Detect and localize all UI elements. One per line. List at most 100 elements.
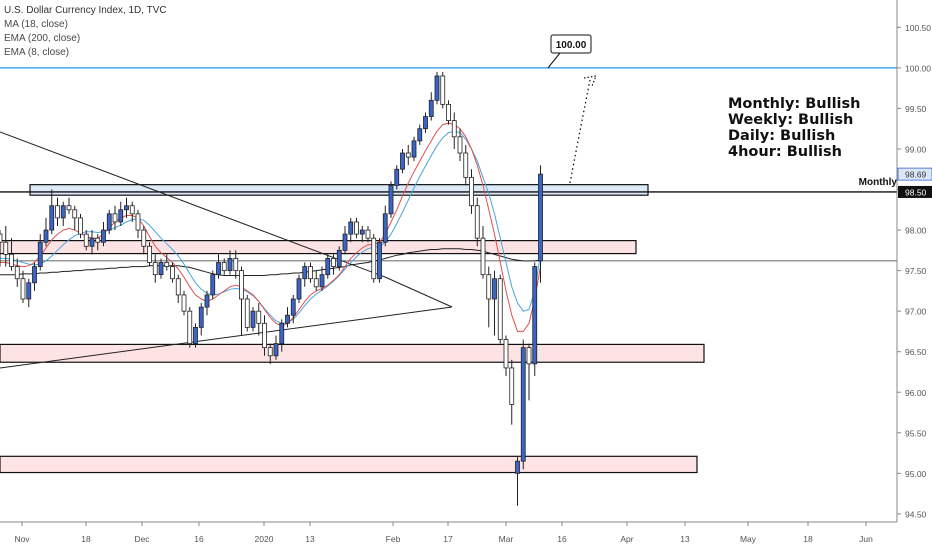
- candle-body[interactable]: [405, 152, 411, 158]
- candle-body[interactable]: [147, 245, 152, 263]
- candle-body[interactable]: [124, 205, 129, 211]
- time-axis[interactable]: [0, 522, 897, 550]
- candle-body[interactable]: [515, 460, 520, 474]
- candle-body[interactable]: [244, 298, 250, 328]
- symbol-title[interactable]: U.S. Dollar Currency Index, 1D, TVC: [4, 5, 167, 16]
- candle-body[interactable]: [520, 347, 526, 462]
- candle-body[interactable]: [118, 209, 124, 223]
- candle-body[interactable]: [336, 249, 342, 267]
- candle-body[interactable]: [187, 310, 193, 344]
- candle-body[interactable]: [95, 237, 101, 243]
- candle-body[interactable]: [37, 241, 43, 267]
- candle-body[interactable]: [3, 241, 9, 255]
- candle-body[interactable]: [0, 233, 3, 243]
- candle-body[interactable]: [440, 75, 446, 105]
- candle-body[interactable]: [331, 258, 336, 267]
- candle-body[interactable]: [457, 136, 463, 154]
- candle-body[interactable]: [66, 205, 72, 211]
- candle-body[interactable]: [267, 347, 273, 357]
- monthly-zone[interactable]: [29, 184, 649, 196]
- candle-body[interactable]: [474, 205, 480, 239]
- candle-body[interactable]: [250, 310, 256, 328]
- target-callout[interactable]: 100.00: [547, 34, 592, 69]
- candle-body[interactable]: [526, 347, 532, 365]
- candle-body[interactable]: [227, 258, 233, 272]
- candle-body[interactable]: [14, 266, 20, 280]
- ema200-line[interactable]: [0, 248, 541, 276]
- indicator-ma18[interactable]: MA (18, close): [4, 19, 68, 30]
- candle-body[interactable]: [319, 274, 325, 288]
- ema8-line[interactable]: [0, 130, 541, 324]
- candle-body[interactable]: [538, 173, 543, 262]
- candle-body[interactable]: [43, 229, 49, 243]
- candle-body[interactable]: [308, 266, 313, 280]
- candle-body[interactable]: [417, 128, 423, 142]
- price-axis[interactable]: [897, 0, 932, 550]
- candle-body[interactable]: [55, 205, 60, 219]
- candle-body[interactable]: [388, 185, 394, 215]
- candle-body[interactable]: [509, 367, 515, 405]
- candle-body[interactable]: [296, 278, 302, 300]
- candle-body[interactable]: [302, 266, 308, 280]
- candle-body[interactable]: [382, 213, 388, 243]
- candle-body[interactable]: [503, 339, 509, 369]
- candle-body[interactable]: [89, 237, 95, 247]
- ma18-line[interactable]: [0, 122, 541, 332]
- monthly-price-badge[interactable]: [898, 185, 932, 198]
- candle-body[interactable]: [285, 314, 290, 324]
- candle-body[interactable]: [164, 262, 170, 267]
- candle-body[interactable]: [32, 266, 37, 284]
- candle-body[interactable]: [216, 262, 221, 276]
- candle-body[interactable]: [400, 152, 405, 170]
- candle-body[interactable]: [497, 278, 503, 340]
- candle-body[interactable]: [532, 266, 538, 365]
- candle-body[interactable]: [20, 278, 26, 300]
- candle-body[interactable]: [210, 274, 216, 296]
- candle-body[interactable]: [101, 229, 106, 243]
- candle-body[interactable]: [170, 266, 175, 280]
- candle-body[interactable]: [256, 310, 262, 324]
- candle-body[interactable]: [434, 75, 440, 101]
- candle-body[interactable]: [60, 205, 66, 219]
- candle-body[interactable]: [9, 253, 14, 267]
- candle-body[interactable]: [486, 274, 492, 300]
- candle-body[interactable]: [279, 322, 285, 344]
- candle-body[interactable]: [152, 262, 158, 276]
- indicator-ema200[interactable]: EMA (200, close): [4, 33, 81, 44]
- ascending-trendline[interactable]: [0, 306, 453, 369]
- candle-body[interactable]: [198, 306, 204, 328]
- candle-body[interactable]: [365, 229, 371, 239]
- candle-body[interactable]: [394, 168, 400, 186]
- candle-body[interactable]: [469, 176, 474, 207]
- candle-body[interactable]: [175, 278, 181, 296]
- candle-body[interactable]: [423, 116, 428, 130]
- candle-body[interactable]: [49, 205, 55, 231]
- projection-arrow[interactable]: [569, 79, 591, 184]
- candle-body[interactable]: [492, 278, 497, 300]
- candle-body[interactable]: [262, 322, 267, 349]
- candle-body[interactable]: [290, 298, 296, 316]
- candle-body[interactable]: [78, 217, 83, 235]
- zone-3[interactable]: [0, 455, 698, 474]
- candle-body[interactable]: [348, 221, 354, 235]
- candle-body[interactable]: [181, 294, 187, 312]
- candle-body[interactable]: [377, 241, 382, 280]
- candle-body[interactable]: [480, 237, 486, 276]
- candle-body[interactable]: [233, 258, 239, 272]
- candle-body[interactable]: [371, 237, 377, 280]
- candle-body[interactable]: [141, 229, 147, 247]
- candle-body[interactable]: [273, 343, 279, 357]
- candle-body[interactable]: [112, 213, 118, 223]
- candle-body[interactable]: [313, 278, 319, 288]
- candle-body[interactable]: [325, 258, 331, 276]
- candle-body[interactable]: [451, 120, 457, 138]
- candle-body[interactable]: [204, 294, 210, 308]
- candle-body[interactable]: [26, 282, 32, 300]
- candle-body[interactable]: [106, 213, 112, 231]
- candle-body[interactable]: [135, 213, 141, 231]
- candle-body[interactable]: [446, 103, 451, 121]
- candle-body[interactable]: [239, 270, 244, 300]
- candle-body[interactable]: [158, 262, 164, 276]
